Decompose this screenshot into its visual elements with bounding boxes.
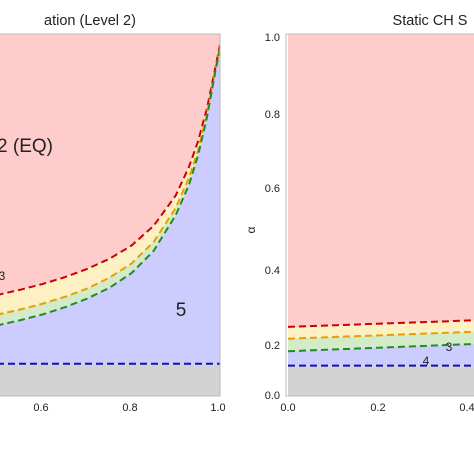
right-x-tick-label: 0.2 <box>370 402 385 414</box>
right-region-eq-fill <box>288 34 474 327</box>
left-boundary-line-red <box>0 44 220 296</box>
right-boundary-line-orange <box>287 330 474 340</box>
right-boundary-line-green <box>287 342 474 353</box>
left-region-5-fill <box>0 48 220 364</box>
left-x-tick-label: 0.6 <box>33 402 48 414</box>
left-title: ation (Level 2) <box>44 13 136 29</box>
left-region-3-fill <box>0 45 220 315</box>
right-y-tick-label: 0.8 <box>265 109 280 121</box>
right-region-grey-fill <box>288 365 474 396</box>
right-y-tick-label: 0.0 <box>265 390 280 402</box>
left-region-label-3: 3 <box>0 269 6 283</box>
left-region-label-eq: 2 (EQ) <box>0 136 53 157</box>
right-region-4-fill <box>288 331 474 352</box>
right-y-tick-label: 0.6 <box>265 183 280 195</box>
left-region-eq-fill <box>0 34 220 295</box>
right-plot-area <box>287 34 474 396</box>
left-x-tick-label: 1.0 <box>210 402 225 414</box>
left-boundary-line-green <box>0 48 220 326</box>
right-title: Static CH S <box>393 13 468 29</box>
left-region-label-5: 5 <box>176 300 187 321</box>
left-x-tick-label: 0.8 <box>122 402 137 414</box>
right-y-tick-label: 0.4 <box>265 265 280 277</box>
right-y-tick-label: 0.2 <box>265 340 280 352</box>
right-y-tick-label: 1.0 <box>265 32 280 44</box>
left-panel: ation (Level 2) 2 (EQ) 3 5 0.6 0.8 1.0 <box>0 13 226 414</box>
right-region-5-fill <box>288 343 474 366</box>
left-frame <box>0 33 221 397</box>
right-region-label-4: 4 <box>423 354 430 368</box>
left-plot-area <box>0 34 220 396</box>
right-x-tick-label: 0.0 <box>280 402 295 414</box>
right-boundary-line-red <box>287 319 474 328</box>
right-region-3-fill <box>288 320 474 339</box>
right-frame <box>285 33 474 397</box>
left-region-grey-fill <box>0 363 220 396</box>
right-y-axis-label: α <box>244 226 258 233</box>
right-region-label-3: 3 <box>446 340 453 354</box>
right-x-tick-label: 0.4 <box>459 402 474 414</box>
right-panel: Static CH S α 0.0 0.2 0.4 0.6 0.8 1.0 0.… <box>244 13 474 414</box>
